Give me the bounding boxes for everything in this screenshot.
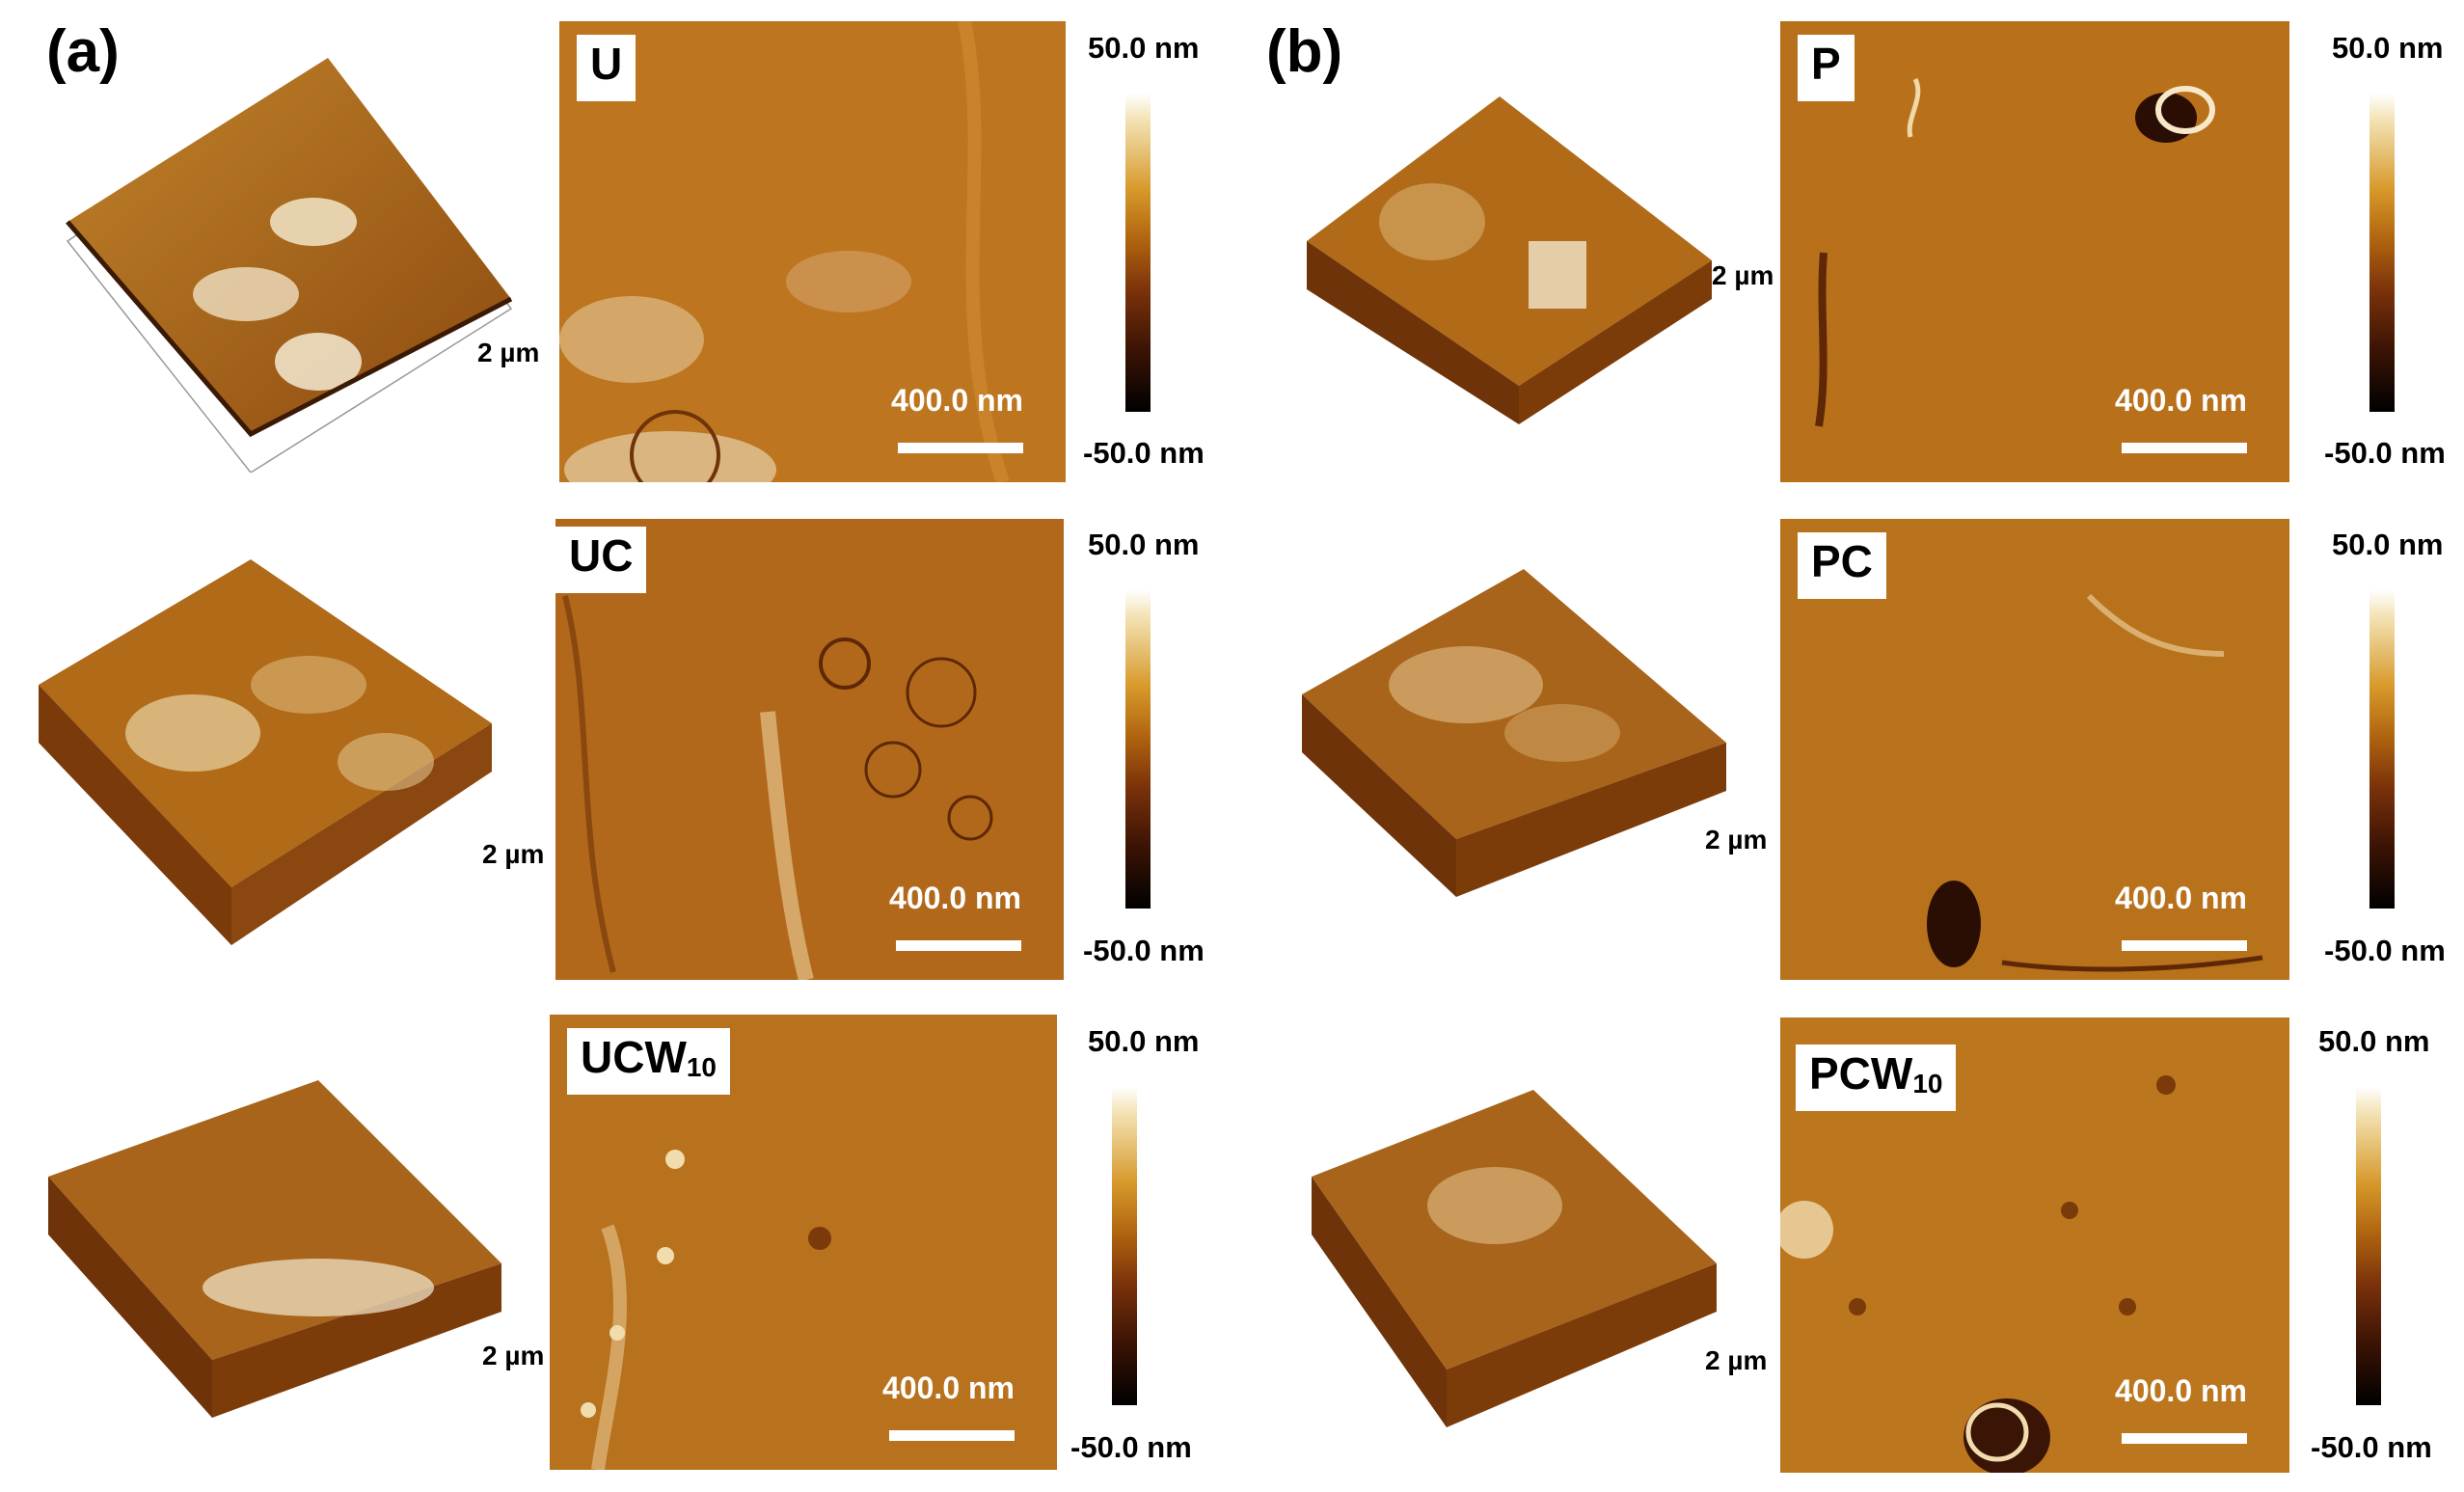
- scale-bar: [2122, 443, 2247, 453]
- sample-tag-u: U: [577, 35, 636, 101]
- scale-bar: [2122, 1433, 2247, 1444]
- colorbar-max-label: 50.0 nm: [2318, 1024, 2430, 1058]
- scale-bar-label: 400.0 nm: [2115, 881, 2247, 915]
- sample-tag-p: P: [1798, 35, 1855, 101]
- topography-3d-p: 2 µm: [1297, 77, 1799, 444]
- sample-subscript: 10: [686, 1052, 718, 1082]
- afm-texture-p: [1780, 21, 2289, 482]
- colorbar-max-label: 50.0 nm: [1088, 528, 1200, 561]
- sample-name: PC: [1811, 536, 1873, 586]
- colorbar-max-label: 50.0 nm: [2332, 31, 2444, 65]
- surface-plot-p: [1307, 96, 1712, 424]
- colorbar-min-label: -50.0 nm: [2311, 1430, 2432, 1464]
- colorbar: [2369, 94, 2395, 412]
- colorbar-min-label: -50.0 nm: [1083, 436, 1205, 470]
- panel-b-label: (b): [1266, 18, 1343, 85]
- surface-plot-pcw10: [1312, 1090, 1717, 1427]
- panel-a-label: (a): [46, 18, 120, 85]
- lateral-size-label: 2 µm: [482, 1341, 545, 1370]
- sample-name: U: [590, 39, 623, 89]
- sample-name: UCW: [581, 1032, 687, 1082]
- topography-3d-u: 2 µm: [39, 39, 539, 473]
- lateral-size-label: 2 µm: [477, 338, 540, 367]
- sample-name: P: [1811, 39, 1841, 89]
- afm-image-pc: PC 400.0 nm: [1780, 519, 2289, 980]
- sample-tag-pcw10: PCW10: [1796, 1044, 1957, 1111]
- scale-bar: [889, 1430, 1015, 1441]
- scale-bar-label: 400.0 nm: [882, 1370, 1015, 1405]
- sample-subscript: 10: [1912, 1069, 1943, 1099]
- afm-texture-u: [559, 21, 1066, 482]
- surface-plot-u: [66, 58, 513, 473]
- sample-tag-pc: PC: [1798, 532, 1886, 599]
- colorbar: [1112, 1087, 1137, 1405]
- colorbar: [1125, 590, 1151, 909]
- sample-tag-ucw10: UCW10: [567, 1028, 731, 1095]
- colorbar: [1125, 94, 1151, 412]
- colorbar-min-label: -50.0 nm: [2324, 934, 2446, 967]
- scale-bar: [896, 940, 1021, 951]
- topography-3d-uc: 2 µm: [39, 540, 544, 945]
- colorbar-max-label: 50.0 nm: [1088, 1024, 1200, 1058]
- afm-image-uc: UC 400.0 nm: [555, 519, 1064, 980]
- colorbar: [2356, 1087, 2381, 1405]
- afm-image-ucw10: UCW10 400.0 nm: [550, 1015, 1057, 1470]
- colorbar-min-label: -50.0 nm: [1083, 934, 1205, 967]
- sample-name: PCW: [1809, 1048, 1913, 1099]
- surface-plot-pc: [1302, 569, 1726, 897]
- colorbar: [2369, 590, 2395, 909]
- surface-plot-ucw10: [48, 1080, 501, 1418]
- colorbar-min-label: -50.0 nm: [1070, 1430, 1192, 1464]
- lateral-size-label: 2 µm: [1705, 825, 1768, 855]
- topography-3d-ucw10: 2 µm: [39, 1071, 544, 1456]
- surface-plot-uc: [39, 559, 492, 945]
- lateral-size-label: 2 µm: [1705, 1345, 1768, 1375]
- lateral-size-label: 2 µm: [482, 839, 545, 869]
- colorbar-max-label: 50.0 nm: [2332, 528, 2444, 561]
- afm-image-pcw10: PCW10 400.0 nm: [1780, 1017, 2289, 1473]
- lateral-size-label: 2 µm: [1712, 260, 1774, 290]
- scale-bar: [2122, 940, 2247, 951]
- afm-texture-uc: [555, 519, 1064, 980]
- scale-bar-label: 400.0 nm: [2115, 383, 2247, 418]
- sample-tag-uc: UC: [555, 527, 647, 593]
- scale-bar-label: 400.0 nm: [889, 881, 1021, 915]
- scale-bar-label: 400.0 nm: [2115, 1373, 2247, 1408]
- scale-bar-label: 400.0 nm: [891, 383, 1023, 418]
- sample-name: UC: [569, 530, 634, 581]
- afm-texture-pc: [1780, 519, 2289, 980]
- afm-image-p: P 400.0 nm: [1780, 21, 2289, 482]
- colorbar-min-label: -50.0 nm: [2324, 436, 2446, 470]
- scale-bar: [898, 443, 1023, 453]
- topography-3d-pc: 2 µm: [1273, 550, 1774, 936]
- colorbar-max-label: 50.0 nm: [1088, 31, 1200, 65]
- topography-3d-pcw10: 2 µm: [1302, 1071, 1803, 1456]
- afm-image-u: U 400.0 nm: [559, 21, 1066, 482]
